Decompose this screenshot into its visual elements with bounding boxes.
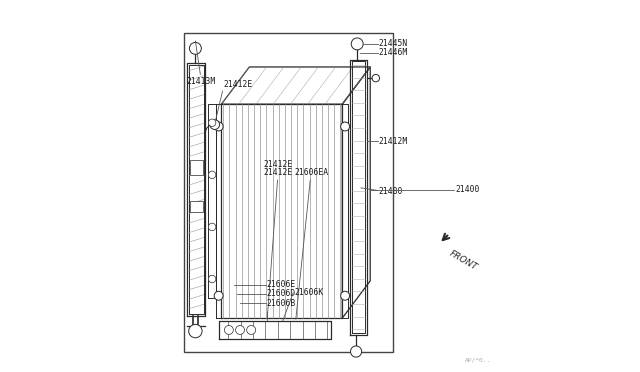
Text: 21413M: 21413M [187,41,216,86]
Circle shape [372,74,380,82]
Circle shape [209,119,216,126]
Circle shape [246,326,255,334]
Text: 21412M: 21412M [378,137,408,146]
Circle shape [340,291,349,300]
Circle shape [210,120,220,129]
Circle shape [189,324,202,338]
Circle shape [189,42,202,54]
Text: 21606E: 21606E [267,280,296,289]
Text: 21480: 21480 [378,187,403,196]
Text: 21400: 21400 [455,185,479,194]
Text: 21606K: 21606K [294,288,323,297]
Text: 21606EA: 21606EA [294,168,328,319]
Text: 21606B: 21606B [267,299,296,308]
Text: 21606D: 21606D [267,289,296,298]
Circle shape [209,223,216,231]
Bar [190,201,203,212]
Text: AP/*0..: AP/*0.. [465,358,491,363]
Circle shape [225,326,234,334]
Circle shape [209,275,216,283]
Text: 21412E: 21412E [264,168,292,319]
Text: 21412E: 21412E [223,80,253,89]
Circle shape [209,171,216,179]
Circle shape [340,122,349,131]
Text: 21445N: 21445N [378,39,408,48]
Circle shape [236,326,244,334]
Circle shape [214,122,223,131]
Text: 21446M: 21446M [378,48,408,57]
Bar [190,160,203,175]
Text: 21412E: 21412E [264,160,292,169]
Bar [184,33,392,352]
Text: FRONT: FRONT [447,248,479,272]
Circle shape [351,346,362,357]
Circle shape [351,38,363,50]
Circle shape [214,291,223,300]
